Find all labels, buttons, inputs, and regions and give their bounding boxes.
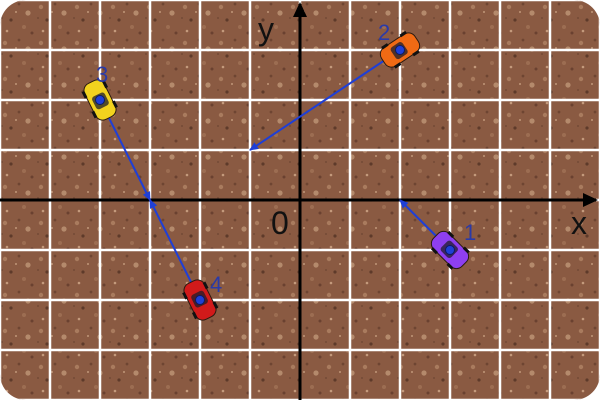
- car-wheel: [381, 43, 389, 50]
- x-axis-label: x: [571, 205, 587, 241]
- car-label-3: 3: [96, 62, 108, 87]
- car-wheel: [393, 62, 402, 69]
- car-wheel: [399, 30, 407, 38]
- car-anchor-dot: [95, 95, 105, 105]
- car-label-1: 1: [464, 220, 476, 245]
- car-wheel: [447, 230, 455, 238]
- car-anchor-dot: [195, 295, 205, 305]
- car-anchor-dot: [395, 45, 405, 55]
- cars: 1 2 3 4: [81, 20, 476, 321]
- car-label-2: 2: [378, 20, 390, 45]
- car-wheel: [212, 301, 219, 309]
- car-wheel: [202, 281, 209, 290]
- car-wheel: [462, 246, 470, 254]
- car-wheel: [91, 110, 98, 119]
- car-wheel: [430, 247, 438, 255]
- car-wheel: [446, 262, 454, 270]
- car-wheel: [102, 80, 109, 89]
- car-wheel: [112, 100, 118, 109]
- direction-arrow-car-2: [249, 49, 401, 151]
- car-anchor-dot: [445, 245, 455, 255]
- car-wheel: [81, 91, 88, 99]
- car-label-4: 4: [210, 272, 222, 297]
- car-wheel: [412, 49, 420, 57]
- origin-label: 0: [271, 205, 289, 241]
- car-wheel: [182, 291, 188, 300]
- y-axis-label: y: [258, 11, 274, 47]
- car-wheel: [191, 311, 198, 320]
